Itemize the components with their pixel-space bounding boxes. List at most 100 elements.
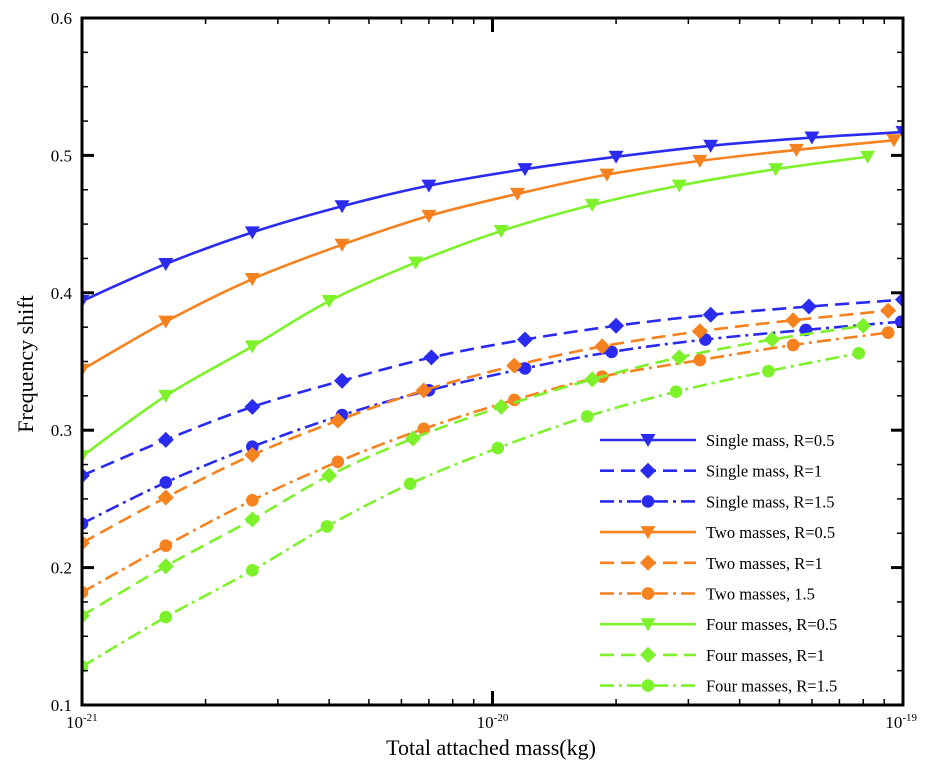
series-line-9 bbox=[82, 351, 859, 668]
series-7-point-5 bbox=[408, 256, 424, 270]
legend-label: Single mass, R=1 bbox=[706, 462, 822, 481]
series-8-point-5 bbox=[404, 430, 421, 447]
series-9-point-6 bbox=[491, 441, 505, 455]
series-9-point-2 bbox=[159, 610, 173, 624]
series-4-point-5 bbox=[421, 209, 437, 223]
series-2-point-7 bbox=[608, 317, 625, 334]
series-7-point-3 bbox=[244, 340, 260, 354]
series-9-point-1 bbox=[82, 660, 89, 673]
legend-item: Two masses, R=0.5 bbox=[600, 523, 835, 542]
series-5-point-10 bbox=[880, 302, 897, 319]
series-5-point-3 bbox=[244, 446, 261, 463]
series-line-3 bbox=[82, 320, 902, 525]
series-5-point-4 bbox=[329, 412, 346, 429]
series-1-point-6 bbox=[517, 163, 533, 177]
series-7-point-9 bbox=[768, 163, 784, 177]
y-tick-label: 0.1 bbox=[51, 696, 72, 715]
series-line-4 bbox=[82, 138, 894, 371]
series-9-point-8 bbox=[669, 385, 683, 399]
series-7-point-2 bbox=[158, 389, 174, 403]
series-4-point-6 bbox=[509, 187, 525, 201]
series-3-point-7 bbox=[605, 345, 618, 359]
legend-label: Four masses, R=1 bbox=[706, 646, 825, 665]
legend-marker bbox=[640, 434, 656, 447]
legend-label: Two masses, R=1 bbox=[706, 554, 823, 573]
series-8-point-4 bbox=[321, 467, 338, 484]
series-5-point-6 bbox=[506, 357, 523, 374]
legend-item: Four masses, R=0.5 bbox=[600, 615, 837, 634]
series-3-point-2 bbox=[159, 476, 173, 489]
legend-label: Single mass, R=0.5 bbox=[706, 431, 834, 450]
series-6-point-10 bbox=[881, 326, 895, 339]
legend-item: Two masses, R=1 bbox=[600, 554, 823, 573]
series-line-7 bbox=[82, 155, 868, 458]
legend-marker bbox=[640, 526, 656, 540]
y-axis-title: Frequency shift bbox=[13, 295, 38, 432]
x-axis-title: Total attached mass(kg) bbox=[386, 735, 596, 760]
series-line-6 bbox=[82, 331, 889, 594]
series-8-point-1 bbox=[82, 607, 90, 624]
legend-item: Single mass, R=1.5 bbox=[600, 492, 834, 511]
series-9-point-3 bbox=[246, 564, 259, 577]
legend-label: Single mass, R=1.5 bbox=[706, 492, 834, 511]
series-2-point-2 bbox=[157, 431, 174, 448]
x-tick-label: 10-19 bbox=[885, 712, 917, 732]
series-7-point-4 bbox=[321, 295, 337, 309]
series-6-point-3 bbox=[246, 493, 259, 507]
series-4-point-9 bbox=[788, 143, 804, 157]
legend: Single mass, R=0.5 Single mass, R=1 Single… bbox=[600, 431, 837, 696]
series-4-point-8 bbox=[692, 154, 708, 168]
x-tick-label: 10-20 bbox=[477, 712, 509, 732]
series-5-point-8 bbox=[691, 323, 708, 340]
series-4-point-2 bbox=[158, 315, 174, 329]
axes-layer: 10-21 10-20 10-19 0.1 0.2 0.3 0.4 0.5 0.6 bbox=[51, 9, 918, 732]
series-1-point-7 bbox=[608, 150, 624, 164]
series-8-point-9 bbox=[764, 331, 781, 348]
series-2-point-9 bbox=[800, 298, 817, 315]
series-3-point-10 bbox=[894, 315, 903, 328]
series-8-point-6 bbox=[493, 398, 510, 415]
legend-marker bbox=[640, 554, 656, 571]
series-6-point-6 bbox=[507, 393, 521, 407]
series-3-point-1 bbox=[82, 517, 89, 530]
series-2-point-10 bbox=[895, 291, 903, 308]
series-9-point-10 bbox=[852, 346, 866, 360]
series-6-point-1 bbox=[82, 586, 89, 599]
legend-item: Single mass, R=1 bbox=[600, 462, 822, 481]
y-tick-label: 0.2 bbox=[51, 559, 72, 578]
plot-layer bbox=[82, 126, 903, 673]
series-7-point-6 bbox=[493, 224, 509, 238]
series-6-point-9 bbox=[786, 338, 800, 352]
series-line-8 bbox=[82, 324, 864, 617]
legend-label: Two masses, R=0.5 bbox=[706, 523, 835, 542]
series-8-point-10 bbox=[855, 317, 872, 334]
series-1-point-2 bbox=[158, 257, 174, 271]
legend-item: Single mass, R=0.5 bbox=[600, 431, 834, 450]
series-6-point-4 bbox=[331, 455, 345, 469]
legend-label: Four masses, R=1.5 bbox=[706, 677, 837, 696]
series-2-point-4 bbox=[334, 372, 351, 389]
series-8-point-3 bbox=[244, 511, 261, 528]
series-5-point-2 bbox=[157, 489, 174, 506]
series-line-1 bbox=[82, 130, 903, 303]
series-5-point-7 bbox=[594, 338, 611, 355]
legend-marker bbox=[641, 587, 655, 600]
series-4-point-4 bbox=[334, 238, 350, 252]
series-7-point-1 bbox=[82, 450, 90, 464]
series-8-point-2 bbox=[157, 558, 174, 575]
series-5-point-9 bbox=[785, 312, 802, 329]
series-3-point-3 bbox=[246, 440, 259, 453]
series-line-2 bbox=[82, 298, 903, 477]
y-tick-label: 0.5 bbox=[51, 146, 72, 165]
series-4-point-7 bbox=[599, 168, 615, 182]
series-2-point-8 bbox=[702, 306, 719, 323]
series-1-point-8 bbox=[703, 139, 719, 153]
series-8-point-8 bbox=[671, 349, 688, 366]
series-2-point-1 bbox=[82, 467, 90, 484]
legend-marker bbox=[640, 646, 656, 663]
series-1-point-5 bbox=[421, 179, 437, 193]
series-9-point-7 bbox=[580, 410, 594, 423]
legend-marker bbox=[641, 679, 655, 692]
